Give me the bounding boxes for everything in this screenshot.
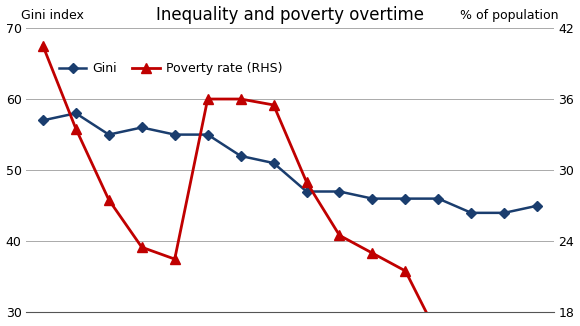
Gini <box>138 126 145 129</box>
Gini <box>369 197 376 200</box>
Text: % of population: % of population <box>461 9 559 22</box>
Gini <box>336 189 343 193</box>
Gini <box>534 204 541 208</box>
Poverty rate (RHS) <box>171 257 178 261</box>
Gini <box>270 161 277 165</box>
Gini <box>435 197 442 200</box>
Gini <box>171 133 178 137</box>
Title: Inequality and poverty overtime: Inequality and poverty overtime <box>156 6 424 23</box>
Gini <box>237 154 244 158</box>
Line: Poverty rate (RHS): Poverty rate (RHS) <box>38 41 476 326</box>
Gini <box>39 118 46 122</box>
Poverty rate (RHS) <box>303 180 310 184</box>
Gini <box>303 189 310 193</box>
Gini <box>402 197 409 200</box>
Line: Gini: Gini <box>39 110 541 216</box>
Gini <box>72 111 79 115</box>
Poverty rate (RHS) <box>72 127 79 131</box>
Gini <box>501 211 508 215</box>
Poverty rate (RHS) <box>138 245 145 249</box>
Poverty rate (RHS) <box>237 97 244 101</box>
Gini <box>468 211 475 215</box>
Poverty rate (RHS) <box>369 251 376 255</box>
Gini <box>204 133 211 137</box>
Gini <box>106 133 113 137</box>
Poverty rate (RHS) <box>270 103 277 107</box>
Legend: Gini, Poverty rate (RHS): Gini, Poverty rate (RHS) <box>54 57 287 80</box>
Poverty rate (RHS) <box>39 44 46 48</box>
Poverty rate (RHS) <box>402 269 409 273</box>
Text: Gini index: Gini index <box>21 9 84 22</box>
Poverty rate (RHS) <box>106 198 113 202</box>
Poverty rate (RHS) <box>336 233 343 237</box>
Poverty rate (RHS) <box>204 97 211 101</box>
